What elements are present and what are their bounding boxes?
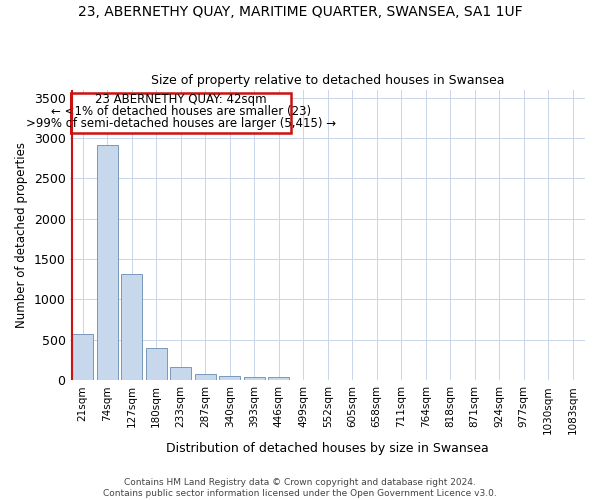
Title: Size of property relative to detached houses in Swansea: Size of property relative to detached ho…	[151, 74, 505, 87]
Bar	[195, 374, 215, 380]
Bar	[97, 146, 118, 380]
Y-axis label: Number of detached properties: Number of detached properties	[15, 142, 28, 328]
Text: Contains HM Land Registry data © Crown copyright and database right 2024.
Contai: Contains HM Land Registry data © Crown c…	[103, 478, 497, 498]
Bar	[244, 377, 265, 380]
Text: ← <1% of detached houses are smaller (23): ← <1% of detached houses are smaller (23…	[50, 106, 311, 118]
Bar	[72, 334, 93, 380]
Text: 23 ABERNETHY QUAY: 42sqm: 23 ABERNETHY QUAY: 42sqm	[95, 94, 266, 106]
Text: >99% of semi-detached houses are larger (5,415) →: >99% of semi-detached houses are larger …	[26, 118, 336, 130]
Text: 23, ABERNETHY QUAY, MARITIME QUARTER, SWANSEA, SA1 1UF: 23, ABERNETHY QUAY, MARITIME QUARTER, SW…	[77, 5, 523, 19]
Bar	[146, 348, 167, 380]
Bar	[219, 376, 240, 380]
Bar	[70, 93, 291, 132]
X-axis label: Distribution of detached houses by size in Swansea: Distribution of detached houses by size …	[166, 442, 489, 455]
Bar	[121, 274, 142, 380]
Bar	[268, 377, 289, 380]
Bar	[170, 368, 191, 380]
